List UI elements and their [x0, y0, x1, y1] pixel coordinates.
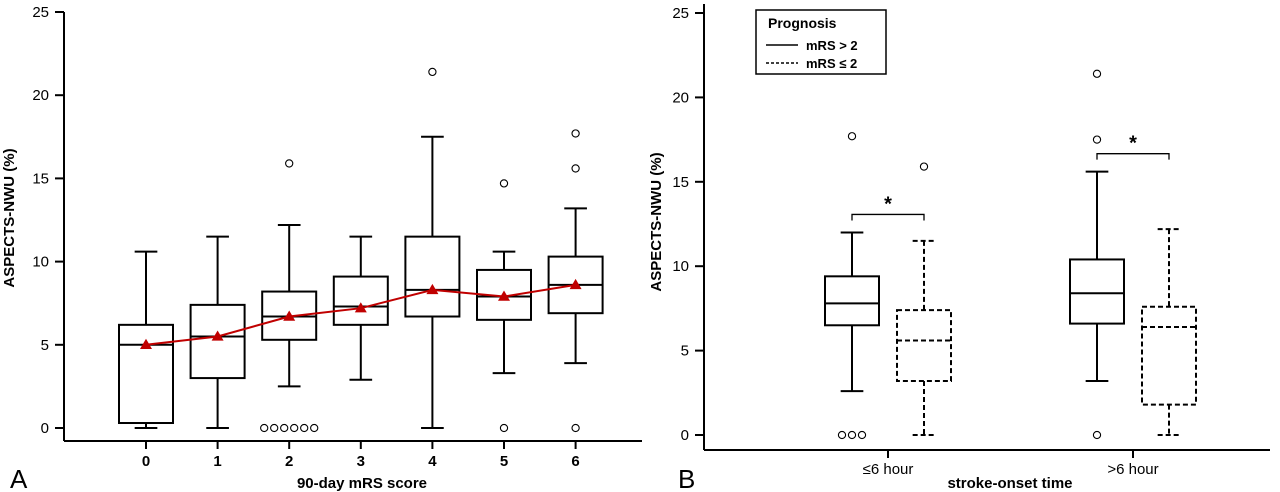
panel-a-x-tick-label: 4	[428, 453, 437, 470]
panel-a-y-tick-label: 10	[32, 254, 49, 271]
panel-a-box-6-outlier	[571, 164, 580, 173]
panel-a-box-2-outlier	[310, 423, 319, 433]
panel-b-box-0-dashed-outlier	[919, 162, 929, 171]
panel-a-y-tick-label: 5	[41, 337, 49, 354]
legend-item-solid: mRS > 2	[806, 38, 858, 53]
panel-a-label: A	[10, 464, 28, 492]
legend-title: Prognosis	[768, 15, 837, 31]
panel-a-box-4-box	[404, 235, 461, 318]
panel-a-box-2-outlier	[270, 423, 279, 433]
panel-b-significance-bracket	[851, 213, 925, 221]
panel-b-y-tick-label: 25	[672, 5, 689, 22]
panel-a-mean-marker	[498, 290, 510, 301]
panel-a-box-1-box	[189, 303, 246, 380]
panel-a-y-tick-label: 0	[41, 420, 49, 437]
panel-b-y-tick-label: 5	[681, 343, 689, 360]
panel-a-box-5-outlier	[499, 423, 509, 433]
panel-b-box-1-solid-outlier	[1092, 69, 1102, 78]
panel-a-mean-marker	[426, 283, 439, 295]
panel-b-x-tick-label: >6 hour	[1107, 461, 1158, 478]
panel-a-y-tick-label: 15	[32, 170, 49, 187]
panel-a-box-6-outlier	[571, 423, 580, 433]
panel-a-x-tick-label: 2	[285, 453, 293, 470]
panel-b: B stroke-onset time ASPECTS-NWU (%) Prog…	[648, 4, 1270, 492]
panel-b-y-axis-label: ASPECTS-NWU (%)	[648, 152, 665, 291]
panel-b-box-0-solid-box	[824, 275, 880, 327]
panel-a-box-2-outlier	[260, 423, 269, 433]
panel-a-box-2-outlier	[280, 423, 289, 433]
panel-b-box-0-solid-outlier	[837, 430, 847, 440]
panel-b-y-tick-label: 10	[672, 258, 689, 275]
panel-a-x-tick-label: 5	[500, 453, 508, 470]
panel-a-box-3-box	[332, 275, 389, 326]
panel-a-x-tick-label: 3	[357, 453, 365, 470]
panel-b-box-0-solid-outlier	[847, 132, 857, 141]
panel-a-mean-marker	[211, 330, 224, 341]
panel-a-y-tick-label: 25	[32, 4, 49, 21]
panel-b-y-tick-label: 20	[672, 89, 689, 106]
panel-a-y-axis-label: ASPECTS-NWU (%)	[1, 148, 18, 287]
panel-a-box-2-outlier	[300, 423, 309, 433]
panel-b-box-0-dashed-box	[896, 309, 952, 382]
panel-b-box-1-solid-outlier	[1092, 135, 1102, 144]
panel-a-box-5-outlier	[499, 179, 509, 188]
panel-b-box-1-solid-box	[1069, 258, 1125, 325]
panel-a-mean-marker	[354, 302, 367, 313]
panel-b-x-tick-label: ≤6 hour	[863, 461, 914, 478]
panel-a-box-6-outlier	[571, 129, 580, 138]
panel-b-box-1-dashed-box	[1141, 305, 1197, 406]
panel-a-x-tick-label: 6	[571, 453, 579, 470]
panel-a-x-tick-label: 1	[213, 453, 221, 470]
panel-b-significance-star: *	[1129, 133, 1137, 155]
legend-item-dashed: mRS ≤ 2	[806, 56, 857, 71]
panel-a: A 90-day mRS score ASPECTS-NWU (%) 05101…	[1, 4, 642, 492]
panel-a-box-2-outlier	[290, 423, 299, 433]
panel-a-y-tick-label: 20	[32, 87, 49, 104]
panel-a-mean-marker	[283, 310, 296, 321]
panel-b-significance-bracket	[1096, 153, 1170, 160]
panel-b-label: B	[678, 464, 695, 492]
panel-b-significance-star: *	[884, 193, 892, 215]
panel-a-box-2-outlier	[285, 159, 294, 168]
panel-a-x-axis-label: 90-day mRS score	[297, 475, 427, 492]
panel-b-x-axis-label: stroke-onset time	[947, 475, 1072, 492]
panel-a-mean-marker	[140, 338, 152, 349]
panel-a-mean-marker	[569, 278, 582, 290]
panel-a-x-tick-label: 0	[142, 453, 150, 470]
panel-b-box-0-solid-outlier	[857, 430, 867, 440]
panel-b-y-tick-label: 0	[681, 427, 689, 444]
legend: Prognosis mRS > 2 mRS ≤ 2	[755, 9, 887, 75]
panel-a-box-4-outlier	[428, 67, 437, 77]
panel-b-y-tick-label: 15	[672, 174, 689, 191]
panel-b-box-1-solid-outlier	[1092, 430, 1102, 440]
panel-b-box-0-solid-outlier	[847, 430, 857, 440]
